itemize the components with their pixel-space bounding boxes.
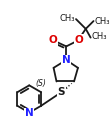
Text: O: O xyxy=(74,35,83,45)
Text: (S): (S) xyxy=(36,79,46,88)
Text: O: O xyxy=(48,35,56,45)
Text: N: N xyxy=(25,108,33,118)
Text: CH₃: CH₃ xyxy=(94,17,109,25)
Text: CH₃: CH₃ xyxy=(91,32,106,41)
Text: S: S xyxy=(57,87,65,97)
Text: N: N xyxy=(61,55,70,65)
Text: CH₃: CH₃ xyxy=(59,14,74,23)
